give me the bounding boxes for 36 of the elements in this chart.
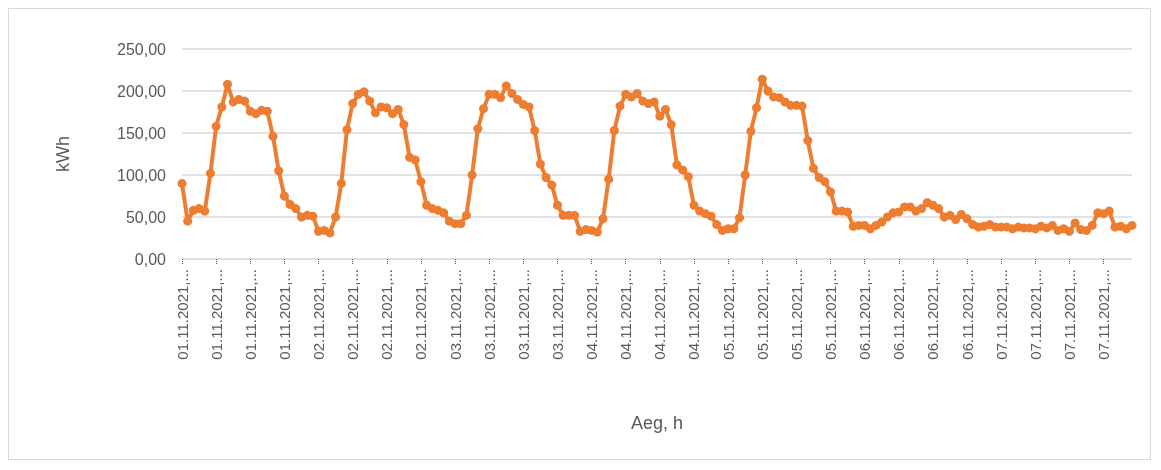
x-tick-label: 06.11.2021,...	[958, 269, 976, 360]
y-tick-label: 200,00	[117, 82, 167, 100]
y-tick-label: 150,00	[117, 124, 167, 142]
x-tick-label: 02.11.2021,...	[378, 269, 396, 360]
x-tick-label: 02.11.2021,...	[412, 269, 430, 360]
y-tick-label: 100,00	[117, 166, 167, 184]
x-tick-label: 07.11.2021,...	[1095, 269, 1113, 360]
x-tick-label: 06.11.2021,...	[924, 269, 942, 360]
x-tick-label: 03.11.2021,...	[480, 269, 498, 360]
x-tick-label: 02.11.2021,...	[310, 269, 328, 360]
x-tick-label: 07.11.2021,...	[1060, 269, 1078, 360]
x-axis-title: Aeg, h	[630, 413, 684, 433]
y-tick-label: 250,00	[117, 40, 167, 58]
x-tick-label: 04.11.2021,...	[617, 269, 635, 360]
x-tick-label: 03.11.2021,...	[548, 269, 566, 360]
x-tick-label: 05.11.2021,...	[787, 269, 805, 360]
x-tick-label: 05.11.2021,...	[822, 269, 839, 360]
x-tick-label: 06.11.2021,...	[856, 269, 874, 360]
x-tick-label: 07.11.2021,...	[992, 269, 1010, 360]
x-tick-label: 01.11.2021,...	[241, 269, 259, 360]
x-tick-label: 04.11.2021,...	[685, 269, 703, 360]
y-axis-title: kWh	[53, 136, 73, 172]
x-tick-label: 03.11.2021,...	[446, 269, 464, 360]
y-tick-label: 50,00	[125, 208, 167, 226]
x-tick-label: 05.11.2021,...	[753, 269, 771, 360]
x-tick-label: 04.11.2021,...	[651, 269, 669, 360]
x-tick-label: 07.11.2021,...	[1026, 269, 1044, 360]
x-tick-label: 04.11.2021,...	[583, 269, 601, 360]
x-tick-label: 01.11.2021,...	[173, 269, 191, 360]
x-tick-label: 05.11.2021,...	[719, 269, 737, 360]
y-tick-label: 0,00	[134, 250, 167, 268]
x-tick-label: 02.11.2021,...	[344, 269, 362, 360]
x-tick-label: 06.11.2021,...	[890, 269, 908, 360]
x-tick-label: 03.11.2021,...	[514, 269, 532, 360]
x-tick-label: 01.11.2021,...	[275, 269, 293, 360]
x-tick-label: 01.11.2021,...	[207, 269, 225, 360]
